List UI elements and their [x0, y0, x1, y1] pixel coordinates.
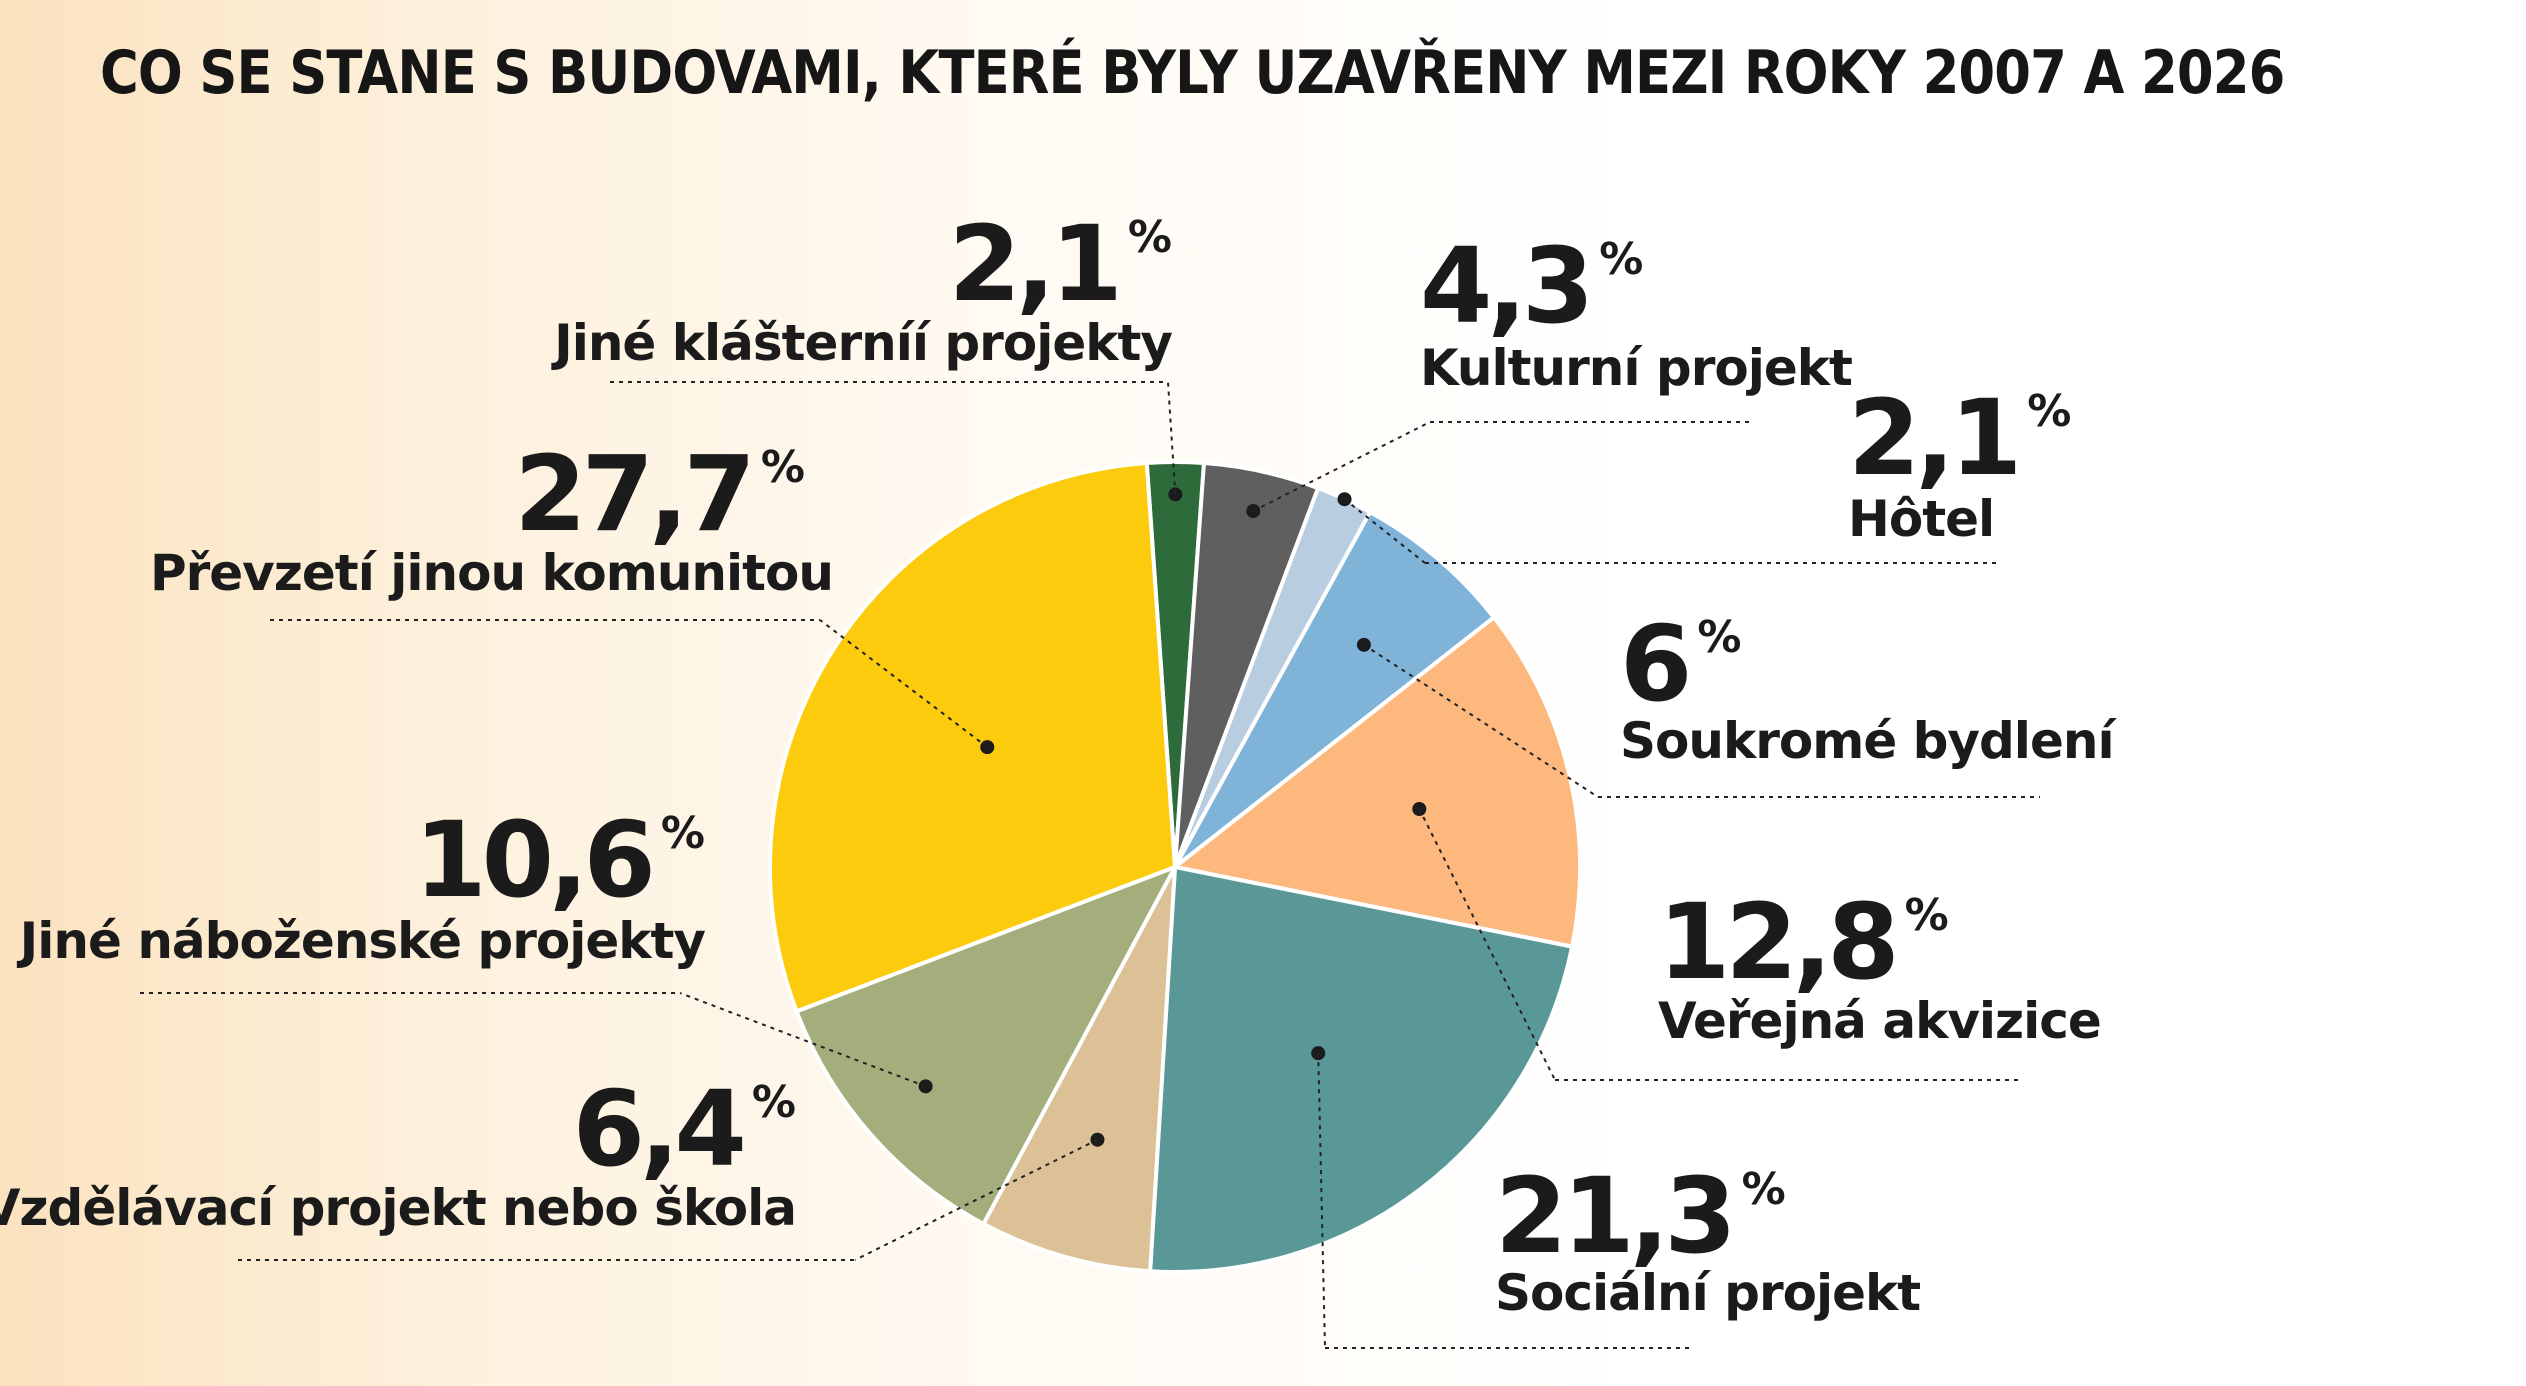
data-label-category: Vzdělávací projekt nebo škola	[0, 1179, 796, 1237]
data-label-category: Veřejná akvizice	[1658, 992, 2101, 1050]
chart-title: CO SE STANE S BUDOVAMI, KTERÉ BYLY UZAVŘ…	[100, 38, 2285, 108]
leader-line	[1418, 808, 1556, 1081]
data-label-category: Převzetí jinou komunitou	[150, 544, 833, 602]
leader-line	[679, 992, 926, 1088]
leader-line	[1167, 381, 1177, 495]
slice-vzdelavaci-projekt-nebo-skola	[980, 866, 1177, 1274]
pie-slices	[768, 460, 1582, 1274]
leader-dot	[1246, 504, 1261, 519]
slice-verejna-akvizice	[1170, 614, 1582, 949]
leader-line	[1317, 1053, 1326, 1349]
data-label-value: 21,3%	[1495, 1155, 1786, 1277]
slice-soukrome-bydleni	[1173, 509, 1497, 869]
data-label-category: Jiné klášterníí projekty	[551, 314, 1172, 372]
slice-jine-nabozenske-projekty	[794, 863, 1180, 1227]
data-label-category: Hôtel	[1848, 490, 1994, 548]
data-label-category: Kulturní projekt	[1420, 339, 1852, 397]
data-label-value: 2,1%	[949, 203, 1172, 325]
slice-prevzeti-jinou-komunitou	[768, 460, 1178, 1014]
data-label-category: Soukromé bydlení	[1620, 712, 2117, 770]
data-label-value: 6,4%	[573, 1068, 796, 1190]
data-label-value: 4,3%	[1420, 225, 1643, 347]
data-label-category: Sociální projekt	[1495, 1264, 1920, 1322]
data-label-value: 10,6%	[414, 799, 705, 921]
data-label-value: 27,7%	[514, 433, 805, 555]
leader-line	[1252, 421, 1431, 512]
slice-socialni-projekt	[1147, 864, 1575, 1274]
data-label-category: Jiné náboženské projekty	[17, 912, 706, 970]
data-label-value: 6%	[1620, 603, 1741, 725]
leader-line	[854, 1138, 1098, 1261]
data-label-value: 2,1%	[1848, 377, 2071, 499]
data-label-value: 12,8%	[1658, 881, 1949, 1003]
pie-annotations: 2,1 %Jiné klášterníí projekty 4,3 %Kulturní…	[0, 203, 2118, 1349]
leader-line	[1363, 644, 1599, 798]
